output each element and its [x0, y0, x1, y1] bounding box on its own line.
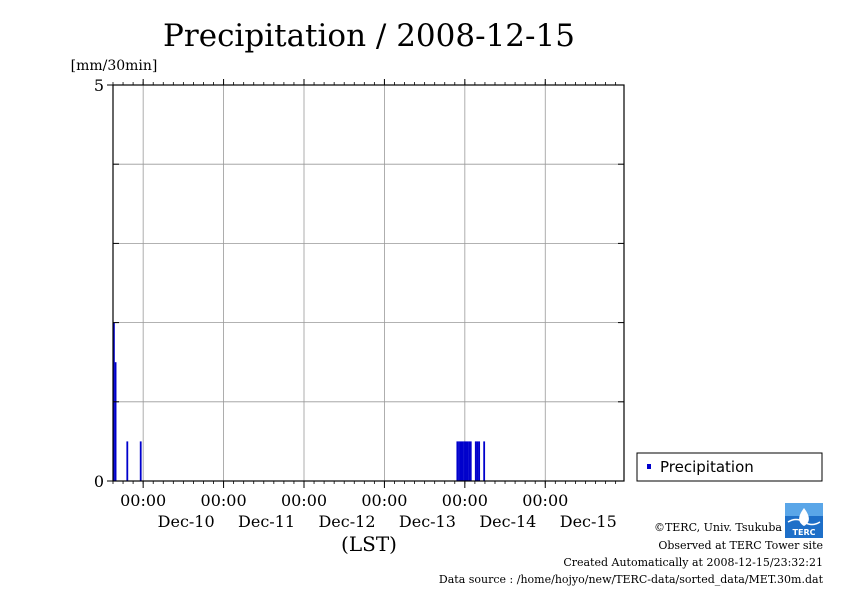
- precipitation-bar: [483, 441, 486, 481]
- precipitation-bar: [474, 441, 477, 481]
- precipitation-bar: [463, 441, 465, 481]
- x-date-label: Dec-15: [560, 512, 617, 531]
- x-date-label: Dec-14: [479, 512, 536, 531]
- axis-ticks: 0 5 00:00 Dec-10 00:00 Dec-11 00:00 Dec-12 00:00…: [94, 76, 624, 531]
- precipitation-bar: [114, 362, 117, 481]
- precipitation-bar: [461, 441, 464, 481]
- plot-frame: [112, 84, 625, 482]
- chart-title: Precipitation / 2008-12-15: [163, 18, 575, 54]
- precipitation-bar: [459, 441, 462, 481]
- grid: [113, 85, 624, 481]
- precipitation-bar: [468, 441, 470, 481]
- x-tick-label: 00:00: [442, 491, 488, 510]
- y-axis-label: [mm/30min]: [71, 58, 158, 74]
- precipitation-bar: [456, 441, 459, 481]
- precipitation-bar: [458, 441, 460, 481]
- legend: Precipitation: [636, 452, 823, 482]
- precipitation-bar: [464, 441, 467, 481]
- x-tick-label: 00:00: [281, 491, 327, 510]
- y-tick-label: 5: [94, 76, 104, 95]
- precipitation-bar: [466, 441, 469, 481]
- x-tick-label: 00:00: [201, 491, 247, 510]
- x-tick-label: 00:00: [522, 491, 568, 510]
- precipitation-bar: [126, 441, 129, 481]
- x-tick-label: 00:00: [361, 491, 407, 510]
- legend-swatch: [647, 464, 651, 469]
- credit-copyright: ©TERC, Univ. Tsukuba: [654, 521, 782, 534]
- x-date-label: Dec-12: [318, 512, 375, 531]
- x-date-label: Dec-10: [158, 512, 215, 531]
- y-tick-label: 0: [94, 472, 104, 491]
- x-date-label: Dec-13: [399, 512, 456, 531]
- precipitation-bar: [476, 441, 479, 481]
- credit-created: Created Automatically at 2008-12-15/23:3…: [563, 556, 823, 569]
- legend-entry: Precipitation: [660, 458, 754, 476]
- credit-observed: Observed at TERC Tower site: [658, 539, 823, 552]
- precipitation-bar: [478, 441, 481, 481]
- credit-source: Data source : /home/hojyo/new/TERC-data/…: [439, 573, 824, 586]
- x-tick-label: 00:00: [120, 491, 166, 510]
- precipitation-bar: [469, 441, 472, 481]
- x-axis-label: (LST): [341, 532, 397, 556]
- precipitation-bar: [139, 441, 142, 481]
- legend-box: [636, 452, 823, 482]
- terc-logo: TERC: [785, 503, 823, 538]
- x-date-label: Dec-11: [238, 512, 295, 531]
- logo-text: TERC: [793, 528, 816, 537]
